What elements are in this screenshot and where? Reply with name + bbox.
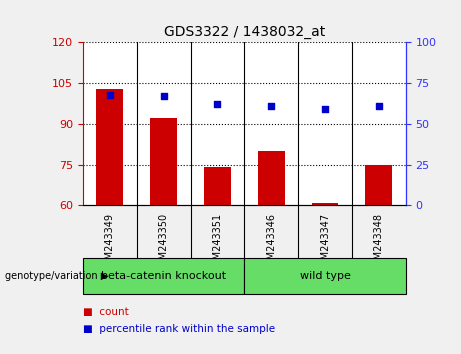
Point [267, 103, 275, 109]
Bar [204, 167, 231, 205]
Bar [312, 202, 338, 205]
Text: wild type: wild type [300, 271, 350, 281]
Text: GSM243351: GSM243351 [213, 213, 223, 273]
FancyBboxPatch shape [83, 258, 244, 294]
Point [214, 102, 221, 107]
Text: GSM243349: GSM243349 [105, 213, 115, 272]
Point [321, 107, 329, 112]
Text: ■  percentile rank within the sample: ■ percentile rank within the sample [83, 324, 275, 334]
Text: GSM243347: GSM243347 [320, 213, 330, 273]
Text: GSM243348: GSM243348 [374, 213, 384, 272]
Bar [96, 88, 123, 205]
Point [375, 103, 383, 109]
Text: GSM243350: GSM243350 [159, 213, 169, 273]
Point [160, 93, 167, 99]
Text: beta-catenin knockout: beta-catenin knockout [101, 271, 226, 281]
Bar [365, 165, 392, 205]
Text: GSM243346: GSM243346 [266, 213, 276, 272]
Bar [258, 151, 284, 205]
FancyBboxPatch shape [244, 258, 406, 294]
Text: genotype/variation ▶: genotype/variation ▶ [5, 271, 108, 281]
Bar [150, 119, 177, 205]
Point [106, 92, 113, 97]
Title: GDS3322 / 1438032_at: GDS3322 / 1438032_at [164, 25, 325, 39]
Text: ■  count: ■ count [83, 307, 129, 316]
